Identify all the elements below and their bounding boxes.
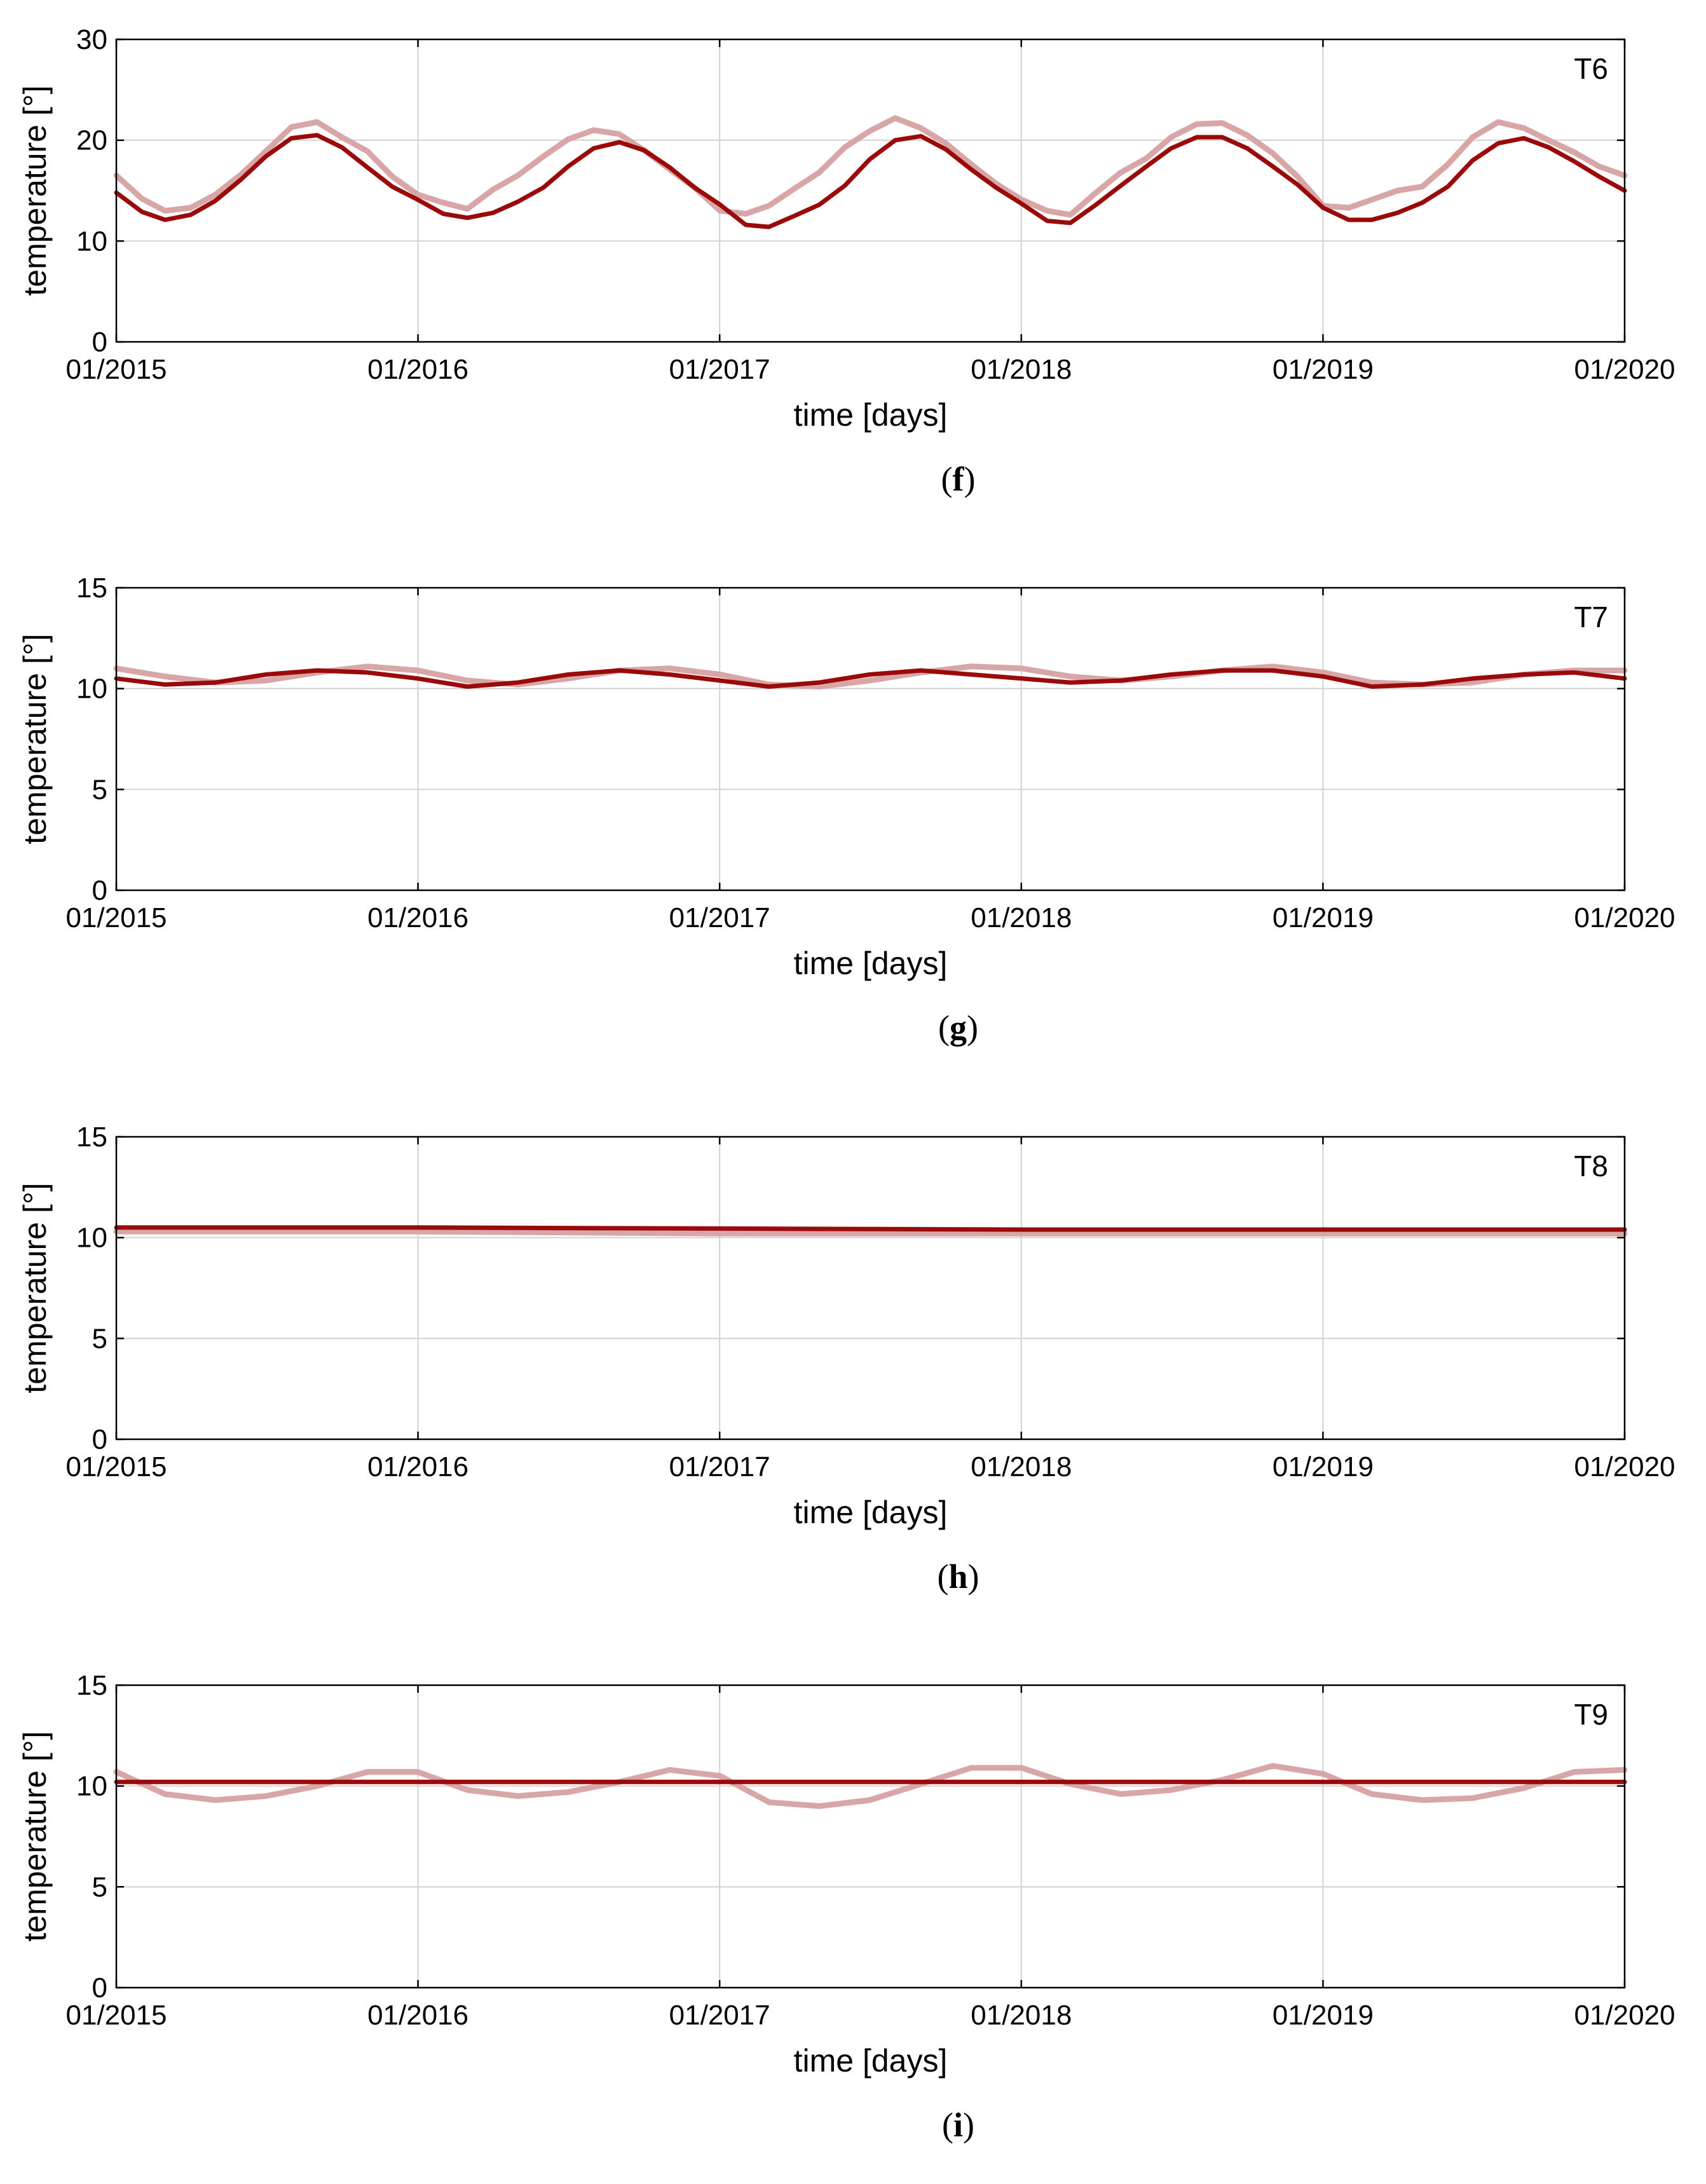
measured-series-line xyxy=(113,1763,1628,1809)
y-tick-label: 10 xyxy=(76,1771,107,1802)
y-axis-label: temperature [°] xyxy=(17,634,53,844)
x-axis-label: time [days] xyxy=(794,2043,948,2079)
x-tick-label: 01/2017 xyxy=(669,902,770,933)
x-tick-label: 01/2020 xyxy=(1574,354,1675,385)
y-axis-label: temperature [°] xyxy=(17,1183,53,1393)
caption-paren: ( xyxy=(937,1557,948,1596)
caption-letter: f xyxy=(953,460,965,498)
y-tick-label: 5 xyxy=(92,1323,107,1354)
x-tick-label: 01/2020 xyxy=(1574,902,1675,933)
x-axis-label: time [days] xyxy=(794,397,948,433)
caption-paren: ) xyxy=(968,1557,979,1596)
x-tick-label: 01/2018 xyxy=(971,902,1072,933)
y-tick-label: 15 xyxy=(76,1122,107,1153)
x-tick-label: 01/2020 xyxy=(1574,2000,1675,2031)
panel-g: 01/2015 01/2016 01/2017 01/2018 01/2019 01/20… xyxy=(17,573,1675,1047)
model-series-line xyxy=(114,1225,1627,1232)
x-tick-label: 01/2019 xyxy=(1273,1451,1374,1482)
panel-tag: T7 xyxy=(1574,600,1608,634)
y-tick-label: 0 xyxy=(92,1972,107,2004)
caption-paren: ) xyxy=(967,1008,978,1047)
measured-series-line xyxy=(113,1228,1628,1237)
panel-f: 01/2015 01/2016 01/2017 01/2018 01/2019 01/20… xyxy=(17,24,1675,498)
x-tick-label: 01/2017 xyxy=(669,354,770,385)
caption-paren: ) xyxy=(964,460,975,498)
x-tick-label: 01/2015 xyxy=(65,2000,167,2031)
y-tick-label: 15 xyxy=(76,1670,107,1701)
x-tick-label: 01/2018 xyxy=(971,1451,1072,1482)
caption-paren: ( xyxy=(941,460,953,498)
x-tick-label: 01/2016 xyxy=(367,2000,468,2031)
y-tick-label: 15 xyxy=(76,573,107,604)
x-tick-label: 01/2019 xyxy=(1273,354,1374,385)
y-axis-label: temperature [°] xyxy=(17,1731,53,1941)
x-axis-label: time [days] xyxy=(794,946,948,981)
y-tick-label: 5 xyxy=(92,1871,107,1903)
x-tick-label: 01/2019 xyxy=(1273,2000,1374,2031)
panel-caption: (g) xyxy=(938,1008,978,1047)
panel-caption: (i) xyxy=(942,2106,974,2144)
panel-caption: (h) xyxy=(937,1557,979,1596)
caption-paren: ( xyxy=(942,2106,953,2144)
plot-frame xyxy=(115,38,1626,343)
y-tick-label: 10 xyxy=(76,226,107,257)
x-tick-label: 01/2015 xyxy=(65,354,167,385)
x-tick-label: 01/2017 xyxy=(669,2000,770,2031)
y-axis-label: temperature [°] xyxy=(17,85,53,295)
model-series-line xyxy=(114,133,1627,229)
x-tick-label: 01/2016 xyxy=(367,902,468,933)
x-tick-label: 01/2020 xyxy=(1574,1451,1675,1482)
y-tick-label: 20 xyxy=(76,125,107,156)
caption-letter: h xyxy=(948,1557,967,1596)
panel-h: 01/2015 01/2016 01/2017 01/2018 01/2019 01/20… xyxy=(17,1122,1675,1596)
caption-letter: g xyxy=(950,1008,967,1047)
x-tick-label: 01/2018 xyxy=(971,2000,1072,2031)
y-tick-label: 5 xyxy=(92,774,107,805)
y-tick-label: 10 xyxy=(76,1223,107,1254)
measured-series-line xyxy=(113,663,1628,689)
plot-frame xyxy=(115,587,1626,892)
y-tick-label: 0 xyxy=(92,1424,107,1455)
y-tick-label: 0 xyxy=(92,875,107,906)
panel-tag: T9 xyxy=(1574,1698,1608,1731)
model-series-line xyxy=(114,668,1627,689)
caption-letter: i xyxy=(953,2106,963,2144)
panel-caption: (f) xyxy=(941,460,976,498)
measured-series-line xyxy=(113,115,1628,218)
x-axis-label: time [days] xyxy=(794,1495,948,1530)
x-tick-label: 01/2015 xyxy=(65,902,167,933)
y-tick-label: 30 xyxy=(76,24,107,55)
x-tick-label: 01/2016 xyxy=(367,354,468,385)
x-tick-label: 01/2017 xyxy=(669,1451,770,1482)
y-tick-label: 10 xyxy=(76,674,107,705)
plot-frame xyxy=(115,1684,1626,1989)
plot-frame xyxy=(115,1136,1626,1441)
x-tick-label: 01/2019 xyxy=(1273,902,1374,933)
caption-paren: ( xyxy=(938,1008,950,1047)
y-tick-label: 0 xyxy=(92,327,107,358)
x-tick-label: 01/2018 xyxy=(971,354,1072,385)
caption-paren: ) xyxy=(963,2106,974,2144)
panel-tag: T8 xyxy=(1574,1150,1608,1183)
panel-i: 01/2015 01/2016 01/2017 01/2018 01/2019 01/20… xyxy=(17,1670,1675,2144)
x-tick-label: 01/2015 xyxy=(65,1451,167,1482)
panel-tag: T6 xyxy=(1574,52,1608,85)
x-tick-label: 01/2016 xyxy=(367,1451,468,1482)
